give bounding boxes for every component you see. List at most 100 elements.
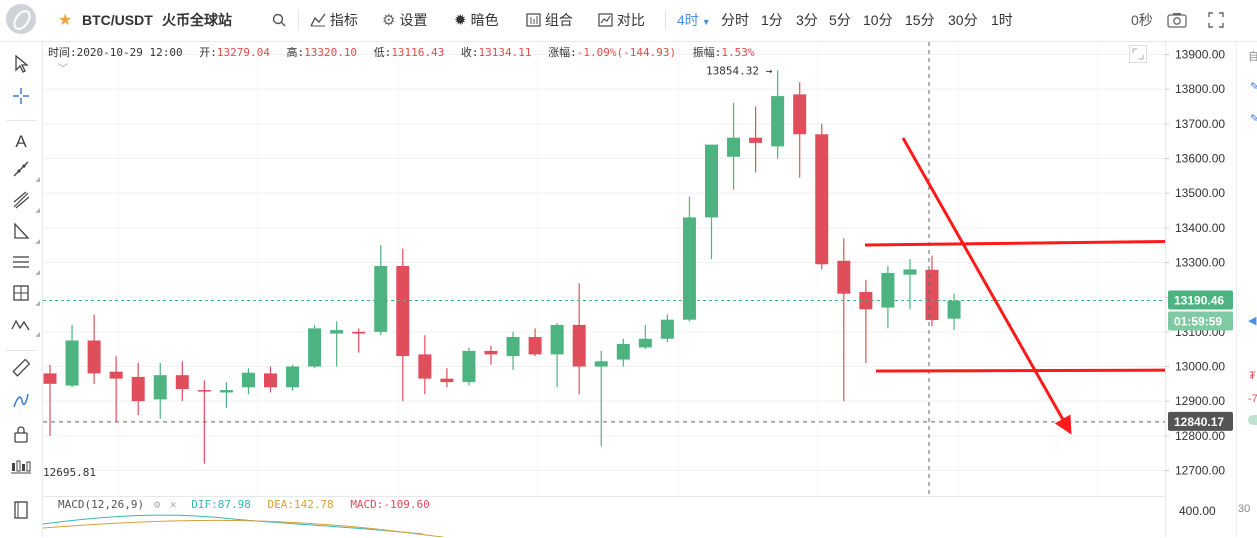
macd-tick-label: 400.00 bbox=[1179, 504, 1216, 518]
price-tick-label: 13000.00 bbox=[1175, 360, 1225, 374]
horizontal-lines-icon[interactable]: ◢ bbox=[13, 256, 40, 276]
combo-label: 组合 bbox=[544, 12, 573, 28]
candle-body bbox=[175, 375, 189, 390]
countdown-badge bbox=[1168, 311, 1233, 331]
settings-button[interactable]: ⚙ 设置 bbox=[382, 0, 427, 41]
right-strip-pen-icon-2[interactable]: ✎ bbox=[1250, 113, 1257, 125]
candles-visibility-icon[interactable] bbox=[0, 456, 42, 484]
low-label: 低: bbox=[373, 46, 392, 59]
search-button[interactable] bbox=[272, 0, 286, 41]
open-value: 13279.04 bbox=[216, 46, 270, 59]
macd-dea-value: DEA:142.78 bbox=[267, 498, 334, 511]
chevron-down-icon: ▼ bbox=[701, 17, 711, 27]
interval-4h-dropdown[interactable]: 4时 ▼ bbox=[677, 0, 711, 41]
change-value: -1.09%(-144.93) bbox=[576, 46, 677, 59]
macd-settings-icon[interactable]: ⚙ bbox=[153, 498, 161, 511]
interval-tab[interactable]: 1分 bbox=[761, 12, 783, 28]
max-price-label: 13854.32 → bbox=[706, 64, 773, 77]
price-tick-label: 13400.00 bbox=[1175, 221, 1225, 235]
text-tool-icon[interactable]: A bbox=[15, 132, 27, 151]
change-label: 涨幅: bbox=[548, 46, 577, 59]
interval-tab[interactable]: 1时 bbox=[991, 12, 1013, 28]
compare-icon bbox=[598, 13, 613, 27]
indicators-button[interactable]: 指标 bbox=[310, 0, 358, 41]
close-value: 13134.11 bbox=[478, 46, 532, 59]
crosshair-price-text: 12840.17 bbox=[1174, 415, 1224, 429]
candle-body bbox=[727, 137, 741, 157]
interval-tab[interactable]: 10分 bbox=[863, 12, 893, 28]
symbol-label[interactable]: BTC/USDT bbox=[82, 12, 153, 28]
candle-body bbox=[241, 372, 255, 388]
candle-body bbox=[881, 272, 895, 308]
chart-maximize-button[interactable] bbox=[1129, 45, 1147, 68]
trend-line-icon[interactable]: ◢ bbox=[0, 159, 42, 187]
sun-icon: ✹ bbox=[454, 12, 467, 29]
drawing-toolbar: A ◢ ◢ ◢ ◢ ◢ ◢ bbox=[0, 42, 43, 537]
right-strip-arrow-icon[interactable]: ◀ bbox=[1248, 315, 1257, 327]
candle-body bbox=[682, 217, 696, 320]
candle-body bbox=[87, 340, 101, 374]
close-label: 收: bbox=[460, 46, 479, 59]
candle-body bbox=[638, 338, 652, 348]
high-value: 13320.10 bbox=[304, 46, 358, 59]
price-axis-labels: 13900.00 13800.00 13700.00 13600.00 13500.00… bbox=[1165, 48, 1233, 518]
rectangle-tool-icon[interactable]: ◢ bbox=[0, 283, 42, 311]
camera-icon bbox=[1167, 13, 1187, 28]
pen-draw-icon[interactable] bbox=[0, 390, 42, 418]
top-toolbar: ★ BTC/USDT 火币全球站 指标 ⚙ 设置 ✹ 暗色 组合 对比 4时 ▼ 分时… bbox=[0, 0, 1257, 42]
wave-pattern-icon[interactable]: ◢ bbox=[0, 314, 42, 342]
candle-body bbox=[771, 96, 785, 147]
crosshair-icon[interactable] bbox=[0, 86, 42, 114]
screenshot-button[interactable] bbox=[1167, 0, 1187, 41]
fib-fan-icon[interactable]: ◢ bbox=[0, 190, 42, 218]
macd-dif-value: DIF:87.98 bbox=[191, 498, 251, 511]
triangle-tool-icon[interactable]: ◢ bbox=[0, 221, 42, 249]
candlestick-chart[interactable]: 13854.32 → 12695.81 bbox=[43, 42, 1165, 495]
interval-tab[interactable]: 30分 bbox=[948, 12, 978, 28]
right-strip-toggle-icon[interactable] bbox=[1248, 415, 1257, 428]
annotation-arrow bbox=[864, 239, 1165, 247]
interval-tab[interactable]: 5分 bbox=[829, 12, 851, 28]
ruler-icon[interactable] bbox=[0, 358, 42, 386]
right-strip-pen-icon[interactable]: ✎ bbox=[1250, 81, 1257, 93]
candle-body bbox=[308, 328, 322, 367]
interval-tab[interactable]: 3分 bbox=[796, 12, 818, 28]
interval-tab[interactable]: 分时 bbox=[721, 12, 749, 28]
combo-button[interactable]: 组合 bbox=[526, 0, 573, 41]
favorite-star-icon[interactable]: ★ bbox=[58, 12, 73, 29]
notes-icon[interactable] bbox=[0, 500, 42, 528]
price-tick-label: 13500.00 bbox=[1175, 186, 1225, 200]
current-price-badge bbox=[1168, 290, 1233, 310]
lock-icon[interactable] bbox=[0, 424, 42, 452]
candle-body bbox=[374, 265, 388, 332]
right-side-panel bbox=[1236, 42, 1257, 537]
fullscreen-icon bbox=[1208, 12, 1224, 28]
macd-dif-line bbox=[43, 514, 424, 535]
candle-body bbox=[109, 371, 123, 379]
candle-body bbox=[418, 354, 432, 379]
annotation-arrow bbox=[875, 368, 1165, 373]
right-strip-text: -7 bbox=[1248, 393, 1257, 405]
candle-body bbox=[749, 137, 763, 143]
candle-body bbox=[903, 269, 917, 275]
collapse-chevron-icon[interactable]: ﹀ bbox=[58, 64, 68, 75]
price-tick-label: 12800.00 bbox=[1175, 429, 1225, 443]
macd-dea-line bbox=[43, 519, 444, 537]
interval-tab[interactable]: 15分 bbox=[905, 12, 935, 28]
fullscreen-button[interactable] bbox=[1208, 0, 1224, 41]
compare-button[interactable]: 对比 bbox=[598, 0, 645, 41]
macd-pane bbox=[43, 496, 1165, 538]
candle-body bbox=[837, 260, 851, 294]
right-strip-text: 自 bbox=[1248, 51, 1257, 63]
macd-close-icon[interactable]: ✕ bbox=[169, 498, 177, 511]
gear-icon: ⚙ bbox=[382, 12, 396, 29]
candle-body bbox=[594, 361, 608, 367]
price-tick-label: 13600.00 bbox=[1175, 152, 1225, 166]
maximize-icon bbox=[1129, 45, 1147, 63]
candle-body bbox=[506, 337, 520, 357]
combo-icon bbox=[526, 13, 541, 27]
cursor-arrow-icon[interactable] bbox=[0, 54, 42, 82]
candle-body bbox=[550, 324, 564, 355]
price-axis[interactable] bbox=[1165, 42, 1236, 537]
theme-toggle[interactable]: ✹ 暗色 bbox=[454, 0, 499, 41]
